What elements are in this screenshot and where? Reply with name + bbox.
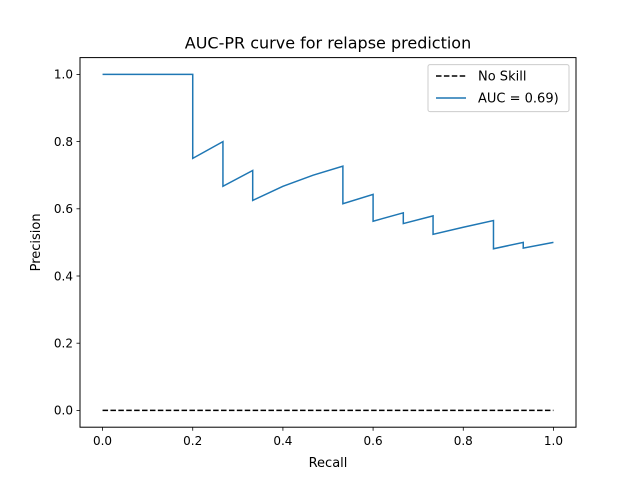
legend-no-skill-label: No Skill — [478, 70, 526, 85]
chart-title: AUC-PR curve for relapse prediction — [185, 34, 471, 53]
y-tick-label: 1.0 — [54, 68, 73, 82]
y-tick-label: 0.4 — [54, 269, 73, 283]
x-tick-label: 0.4 — [273, 434, 292, 448]
legend-auc-label: AUC = 0.69) — [478, 92, 559, 107]
series-layer — [102, 73, 554, 412]
x-tick-label: 0.2 — [183, 434, 202, 448]
x-tick-label: 0.6 — [364, 434, 383, 448]
y-tick-label: 0.2 — [54, 337, 73, 351]
x-axis-label: Recall — [309, 456, 348, 471]
legend: No Skill AUC = 0.69) — [427, 64, 570, 113]
axes-frame — [79, 57, 577, 428]
plot-area — [79, 57, 577, 428]
x-tick-label: 0.0 — [93, 434, 112, 448]
x-tick-label: 1.0 — [544, 434, 563, 448]
y-axis-label: Precision — [29, 213, 44, 271]
y-tick-label: 0.6 — [54, 202, 73, 216]
y-tick-label: 0.8 — [54, 135, 73, 149]
x-tick-label: 0.8 — [454, 434, 473, 448]
y-axis-ticks: 0.0 0.2 0.4 0.6 0.8 1.0 — [54, 68, 80, 418]
series-line-auc — [102, 73, 554, 250]
y-tick-label: 0.0 — [54, 404, 73, 418]
x-axis-ticks: 0.0 0.2 0.4 0.6 0.8 1.0 — [93, 427, 563, 448]
